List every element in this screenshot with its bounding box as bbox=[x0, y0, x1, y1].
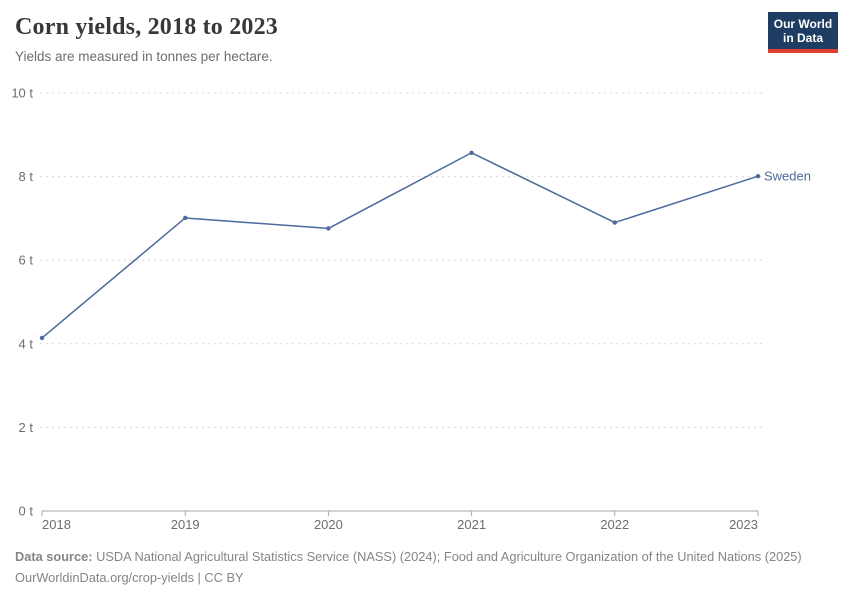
owid-logo: Our World in Data bbox=[768, 12, 838, 53]
chart-footer: Data source: USDA National Agricultural … bbox=[15, 546, 835, 588]
x-axis-tick-label: 2023 bbox=[729, 517, 758, 532]
series-label: Sweden bbox=[764, 169, 811, 184]
data-source-text: USDA National Agricultural Statistics Se… bbox=[96, 549, 802, 564]
x-axis-tick-label: 2018 bbox=[42, 517, 71, 532]
y-axis-tick-label: 0 t bbox=[19, 504, 34, 519]
y-axis-tick-label: 6 t bbox=[19, 253, 34, 268]
data-source-line: Data source: USDA National Agricultural … bbox=[15, 546, 835, 567]
owid-logo-line1: Our World bbox=[773, 17, 833, 31]
data-point bbox=[469, 150, 474, 155]
x-axis-tick-label: 2019 bbox=[171, 517, 200, 532]
data-point bbox=[183, 215, 188, 221]
chart-header: Corn yields, 2018 to 2023 Yields are mea… bbox=[15, 14, 278, 64]
license-line: OurWorldinData.org/crop-yields | CC BY bbox=[15, 570, 244, 585]
data-point bbox=[39, 335, 45, 341]
x-axis-tick-label: 2022 bbox=[600, 517, 629, 532]
x-axis-tick-label: 2020 bbox=[314, 517, 343, 532]
y-axis-tick-label: 4 t bbox=[19, 336, 34, 351]
data-source-label: Data source: bbox=[15, 549, 93, 564]
x-axis-tick-label: 2021 bbox=[457, 517, 486, 532]
data-point bbox=[326, 226, 331, 231]
data-point bbox=[755, 173, 761, 179]
y-axis-tick-label: 10 t bbox=[11, 86, 33, 101]
owid-logo-line2: in Data bbox=[782, 31, 823, 45]
chart-title: Corn yields, 2018 to 2023 bbox=[15, 14, 278, 40]
series-line bbox=[41, 152, 759, 339]
data-point bbox=[612, 220, 617, 225]
y-axis-tick-label: 8 t bbox=[19, 169, 34, 184]
y-axis-tick-label: 2 t bbox=[19, 420, 34, 435]
chart-subtitle: Yields are measured in tonnes per hectar… bbox=[15, 48, 273, 64]
